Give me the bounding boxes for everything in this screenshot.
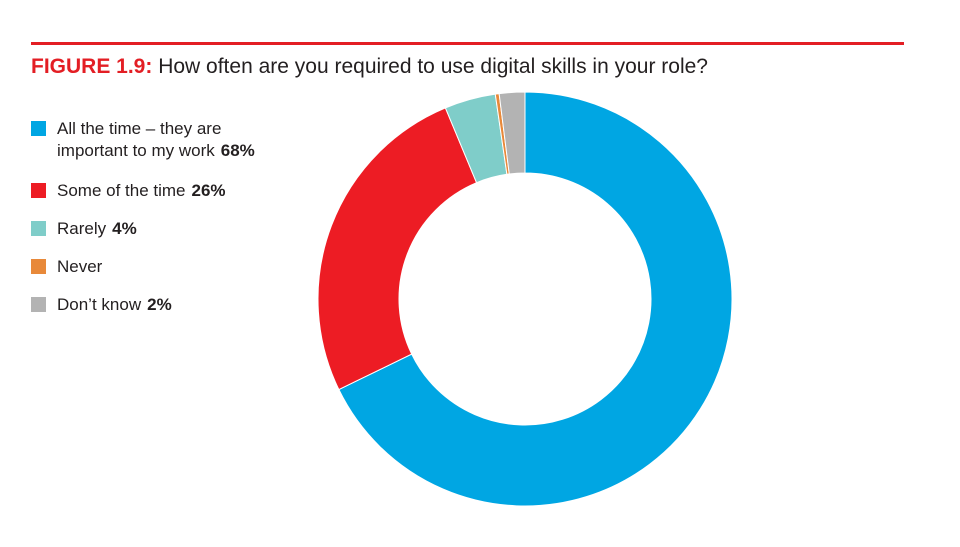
legend-item-dont-know: Don’t know 2%	[31, 294, 321, 316]
figure-question: How often are you required to use digita…	[158, 55, 708, 78]
legend-label-all-the-time-line1: All the time – they are	[57, 119, 222, 138]
donut-slice-dont-know	[498, 91, 526, 175]
legend-label-dont-know: Don’t know	[57, 295, 142, 314]
legend-swatch-rarely	[31, 221, 46, 236]
donut-slice-all-the-time	[338, 91, 733, 507]
donut-slice-some-of-the-time	[317, 107, 478, 391]
header-rule	[31, 42, 904, 45]
legend-swatch-dont-know	[31, 297, 46, 312]
legend-label-rarely: Rarely	[57, 219, 107, 238]
legend-label-some-of-the-time: Some of the time	[57, 181, 186, 200]
legend-item-some-of-the-time: Some of the time 26%	[31, 180, 321, 202]
legend-item-rarely: Rarely 4%	[31, 218, 321, 240]
legend-item-never: Never	[31, 256, 321, 278]
legend-value-dont-know: 2%	[147, 295, 172, 314]
legend-label-all-the-time-line2: important to my work	[57, 141, 215, 160]
legend-swatch-some-of-the-time	[31, 183, 46, 198]
legend-value-some-of-the-time: 26%	[191, 181, 226, 200]
legend-label-never: Never	[57, 257, 103, 276]
legend: All the time – they are important to my …	[31, 118, 321, 316]
legend-swatch-never	[31, 259, 46, 274]
legend-item-all-the-time: All the time – they are important to my …	[31, 118, 321, 162]
figure-label: FIGURE 1.9:	[31, 55, 153, 78]
legend-value-rarely: 4%	[112, 219, 137, 238]
figure-title: FIGURE 1.9: How often are you required t…	[31, 54, 708, 80]
legend-swatch-all-the-time	[31, 121, 46, 136]
legend-value-all-the-time: 68%	[220, 141, 255, 160]
